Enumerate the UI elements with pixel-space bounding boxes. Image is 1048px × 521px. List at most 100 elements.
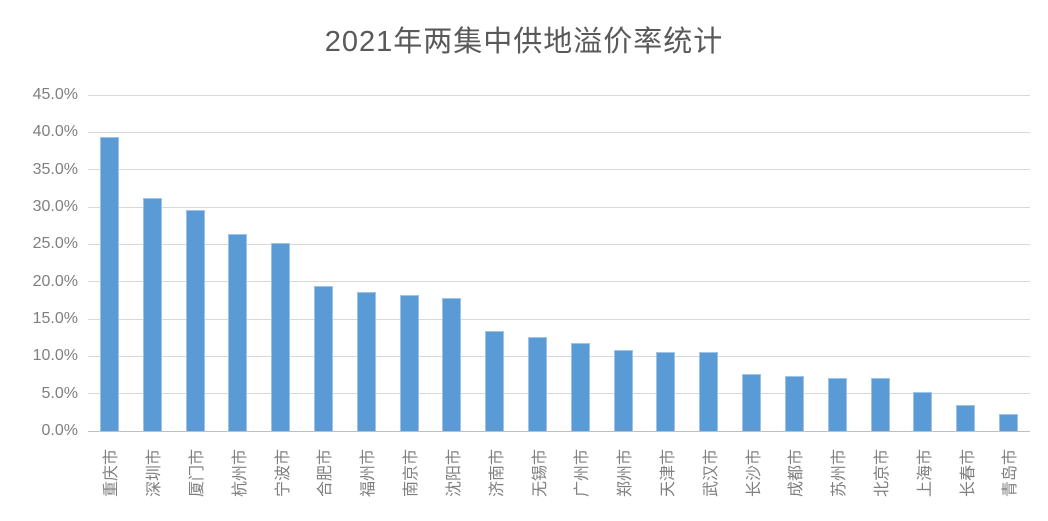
bar-成都市 xyxy=(784,376,804,431)
x-category-slot: 南京市 xyxy=(388,431,431,519)
gridline xyxy=(88,94,1030,96)
bar-重庆市 xyxy=(99,136,119,431)
bar-福州市 xyxy=(356,291,376,431)
x-axis-category-label: 成都市 xyxy=(788,448,806,498)
y-axis-tick-label: 0.0% xyxy=(41,422,78,439)
bar-slot xyxy=(259,95,302,431)
bar-合肥市 xyxy=(313,285,333,431)
bar-长沙市 xyxy=(742,374,762,431)
bar-厦门市 xyxy=(185,210,205,431)
bar-slot xyxy=(773,95,816,431)
bar-slot xyxy=(431,95,474,431)
bar-杭州市 xyxy=(228,234,248,431)
bar-slot xyxy=(602,95,645,431)
bar-slot xyxy=(516,95,559,431)
x-axis-category-label: 南京市 xyxy=(403,448,421,498)
gridline xyxy=(88,318,1030,320)
plot-area xyxy=(88,94,1030,432)
x-category-slot: 合肥市 xyxy=(302,431,345,519)
bar-北京市 xyxy=(870,377,890,431)
x-category-slot: 上海市 xyxy=(901,431,944,519)
bar-深圳市 xyxy=(142,197,162,431)
x-axis-category-label: 上海市 xyxy=(916,448,934,498)
x-axis-category-label: 青岛市 xyxy=(1002,448,1020,498)
x-category-slot: 深圳市 xyxy=(131,431,174,519)
bar-slot xyxy=(131,95,174,431)
x-axis-category-label: 合肥市 xyxy=(317,448,335,498)
x-category-slot: 长沙市 xyxy=(730,431,773,519)
x-category-slot: 沈阳市 xyxy=(431,431,474,519)
bar-天津市 xyxy=(656,352,676,431)
x-category-slot: 济南市 xyxy=(473,431,516,519)
bar-slot xyxy=(901,95,944,431)
x-axis-category-label: 重庆市 xyxy=(103,448,121,498)
bar-slot xyxy=(559,95,602,431)
x-axis-category-label: 长沙市 xyxy=(745,448,763,498)
bar-slot xyxy=(730,95,773,431)
x-axis-category-label: 郑州市 xyxy=(617,448,635,498)
gridline xyxy=(88,393,1030,395)
bar-slot xyxy=(216,95,259,431)
bar-广州市 xyxy=(570,343,590,431)
bar-宁波市 xyxy=(271,242,291,431)
x-axis-category-label: 沈阳市 xyxy=(445,448,463,498)
x-axis-category-label: 苏州市 xyxy=(831,448,849,498)
x-axis-line xyxy=(88,430,1030,432)
gridline xyxy=(88,169,1030,171)
bar-slot xyxy=(302,95,345,431)
x-axis-category-label: 宁波市 xyxy=(274,448,292,498)
x-axis-category-label: 深圳市 xyxy=(146,448,164,498)
y-axis-tick-label: 20.0% xyxy=(32,272,78,290)
bar-slot xyxy=(473,95,516,431)
bar-slot xyxy=(944,95,987,431)
x-category-slot: 厦门市 xyxy=(174,431,217,519)
x-category-slot: 北京市 xyxy=(859,431,902,519)
x-axis-category-label: 杭州市 xyxy=(231,448,249,498)
chart-title: 2021年两集中供地溢价率统计 xyxy=(324,26,724,58)
x-axis-category-label: 天津市 xyxy=(659,448,677,498)
x-axis-category-label: 无锡市 xyxy=(531,448,549,498)
bar-无锡市 xyxy=(528,337,548,431)
x-category-slot: 武汉市 xyxy=(687,431,730,519)
bar-沈阳市 xyxy=(442,297,462,431)
gridline xyxy=(88,243,1030,245)
bar-武汉市 xyxy=(699,352,719,431)
x-axis-category-label: 厦门市 xyxy=(189,448,207,498)
gridline xyxy=(88,355,1030,357)
gridline xyxy=(88,206,1030,208)
x-category-slot: 广州市 xyxy=(559,431,602,519)
x-category-slot: 青岛市 xyxy=(987,431,1030,519)
x-category-slot: 杭州市 xyxy=(216,431,259,519)
bar-南京市 xyxy=(399,294,419,431)
bar-济南市 xyxy=(485,331,505,431)
bar-青岛市 xyxy=(998,414,1018,431)
y-axis-tick-label: 35.0% xyxy=(32,160,78,178)
bar-苏州市 xyxy=(827,377,847,431)
x-category-slot: 重庆市 xyxy=(88,431,131,519)
y-axis-tick-label: 15.0% xyxy=(32,310,78,327)
x-axis-category-label: 济南市 xyxy=(488,448,506,498)
x-axis-category-label: 武汉市 xyxy=(702,448,720,498)
bar-slot xyxy=(687,95,730,431)
y-axis-tick-label: 5.0% xyxy=(41,384,78,402)
y-axis-tick-label: 30.0% xyxy=(32,198,78,215)
x-category-slot: 天津市 xyxy=(645,431,688,519)
y-axis-tick-label: 25.0% xyxy=(32,235,78,253)
bar-郑州市 xyxy=(613,350,633,431)
bar-slot xyxy=(859,95,902,431)
x-axis: 重庆市 深圳市 厦门市 杭州市 宁波市 合肥市 福州市 南京市 沈阳市 济南市 无锡市 广州市 郑州市 天… xyxy=(88,431,1030,519)
y-axis-tick-label: 40.0% xyxy=(32,123,78,141)
x-category-slot: 郑州市 xyxy=(602,431,645,519)
y-axis: 45.0% 40.0% 35.0% 30.0% 25.0% 20.0% 15.0% 10.0%… xyxy=(0,86,78,439)
bar-长春市 xyxy=(956,405,976,431)
bar-slot xyxy=(987,95,1030,431)
y-axis-tick-label: 10.0% xyxy=(32,347,78,365)
bar-slot xyxy=(174,95,217,431)
x-category-slot: 福州市 xyxy=(345,431,388,519)
x-axis-category-label: 北京市 xyxy=(874,448,892,498)
x-axis-category-label: 广州市 xyxy=(574,448,592,498)
x-category-slot: 长春市 xyxy=(944,431,987,519)
y-axis-tick-label: 45.0% xyxy=(32,86,78,103)
x-axis-category-label: 福州市 xyxy=(360,448,378,498)
